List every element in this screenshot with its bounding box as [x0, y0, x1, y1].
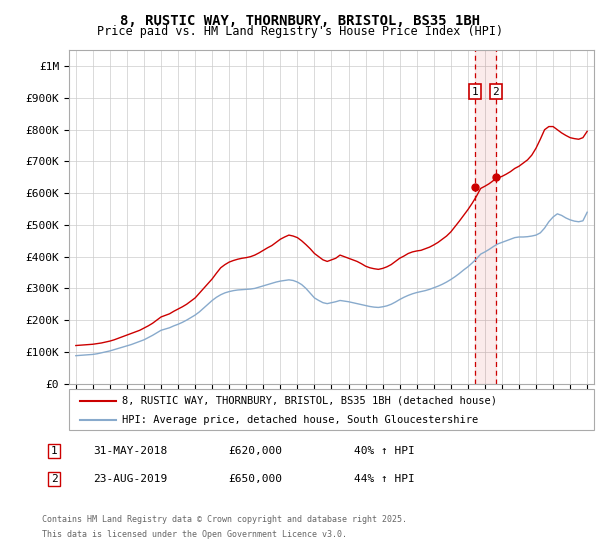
- Text: 44% ↑ HPI: 44% ↑ HPI: [354, 474, 415, 484]
- Text: Price paid vs. HM Land Registry's House Price Index (HPI): Price paid vs. HM Land Registry's House …: [97, 25, 503, 38]
- Text: 31-MAY-2018: 31-MAY-2018: [93, 446, 167, 456]
- Bar: [475, 50, 496, 384]
- Text: 1: 1: [50, 446, 58, 456]
- Text: HPI: Average price, detached house, South Gloucestershire: HPI: Average price, detached house, Sout…: [121, 415, 478, 425]
- Text: 40% ↑ HPI: 40% ↑ HPI: [354, 446, 415, 456]
- Text: Contains HM Land Registry data © Crown copyright and database right 2025.: Contains HM Land Registry data © Crown c…: [42, 515, 407, 524]
- Text: £650,000: £650,000: [228, 474, 282, 484]
- Text: 23-AUG-2019: 23-AUG-2019: [93, 474, 167, 484]
- Text: 8, RUSTIC WAY, THORNBURY, BRISTOL, BS35 1BH: 8, RUSTIC WAY, THORNBURY, BRISTOL, BS35 …: [120, 14, 480, 28]
- Text: 2: 2: [493, 87, 499, 97]
- Text: 2: 2: [50, 474, 58, 484]
- Text: 8, RUSTIC WAY, THORNBURY, BRISTOL, BS35 1BH (detached house): 8, RUSTIC WAY, THORNBURY, BRISTOL, BS35 …: [121, 396, 497, 405]
- Text: This data is licensed under the Open Government Licence v3.0.: This data is licensed under the Open Gov…: [42, 530, 347, 539]
- Text: 1: 1: [472, 87, 478, 97]
- Text: £620,000: £620,000: [228, 446, 282, 456]
